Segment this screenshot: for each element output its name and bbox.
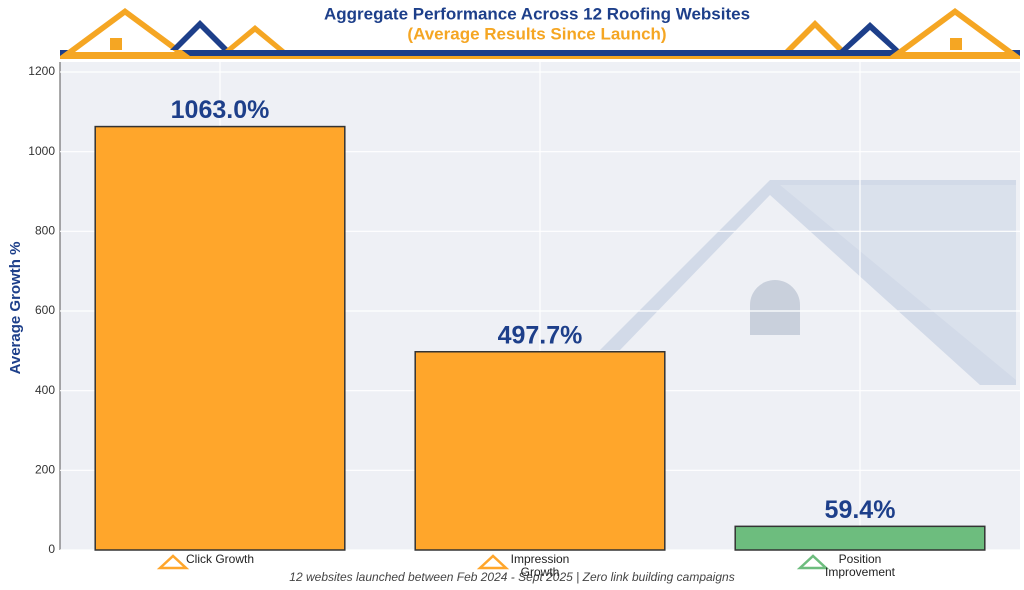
house-icons xyxy=(60,8,1020,56)
x-tick-label: Position Improvement xyxy=(824,552,896,579)
x-tick-label: Click Growth xyxy=(185,552,254,566)
y-tick-label: 800 xyxy=(35,224,55,238)
banner-line xyxy=(60,56,1020,59)
value-label: 59.4% xyxy=(825,496,896,524)
value-label: 497.7% xyxy=(498,321,583,349)
chart-title: Aggregate Performance Across 12 Roofing … xyxy=(324,4,750,23)
chart-subtitle: (Average Results Since Launch) xyxy=(407,24,666,43)
y-tick-label: 0 xyxy=(48,542,55,556)
y-axis-label: Average Growth % xyxy=(7,242,24,375)
category-icon xyxy=(156,554,190,570)
category-icon xyxy=(796,554,830,570)
x-tick-label: Impression Growth xyxy=(510,552,570,579)
footnote: 12 websites launched between Feb 2024 - … xyxy=(289,570,734,584)
category-icon xyxy=(476,554,510,570)
bar xyxy=(734,525,986,551)
value-label: 1063.0% xyxy=(171,96,270,124)
y-tick-label: 400 xyxy=(35,383,55,397)
y-tick-label: 1000 xyxy=(28,144,55,158)
y-tick-label: 1200 xyxy=(28,64,55,78)
banner-line xyxy=(60,50,1020,56)
y-tick-label: 200 xyxy=(35,463,55,477)
bar xyxy=(94,125,346,551)
bar xyxy=(414,350,666,551)
y-tick-label: 600 xyxy=(35,303,55,317)
